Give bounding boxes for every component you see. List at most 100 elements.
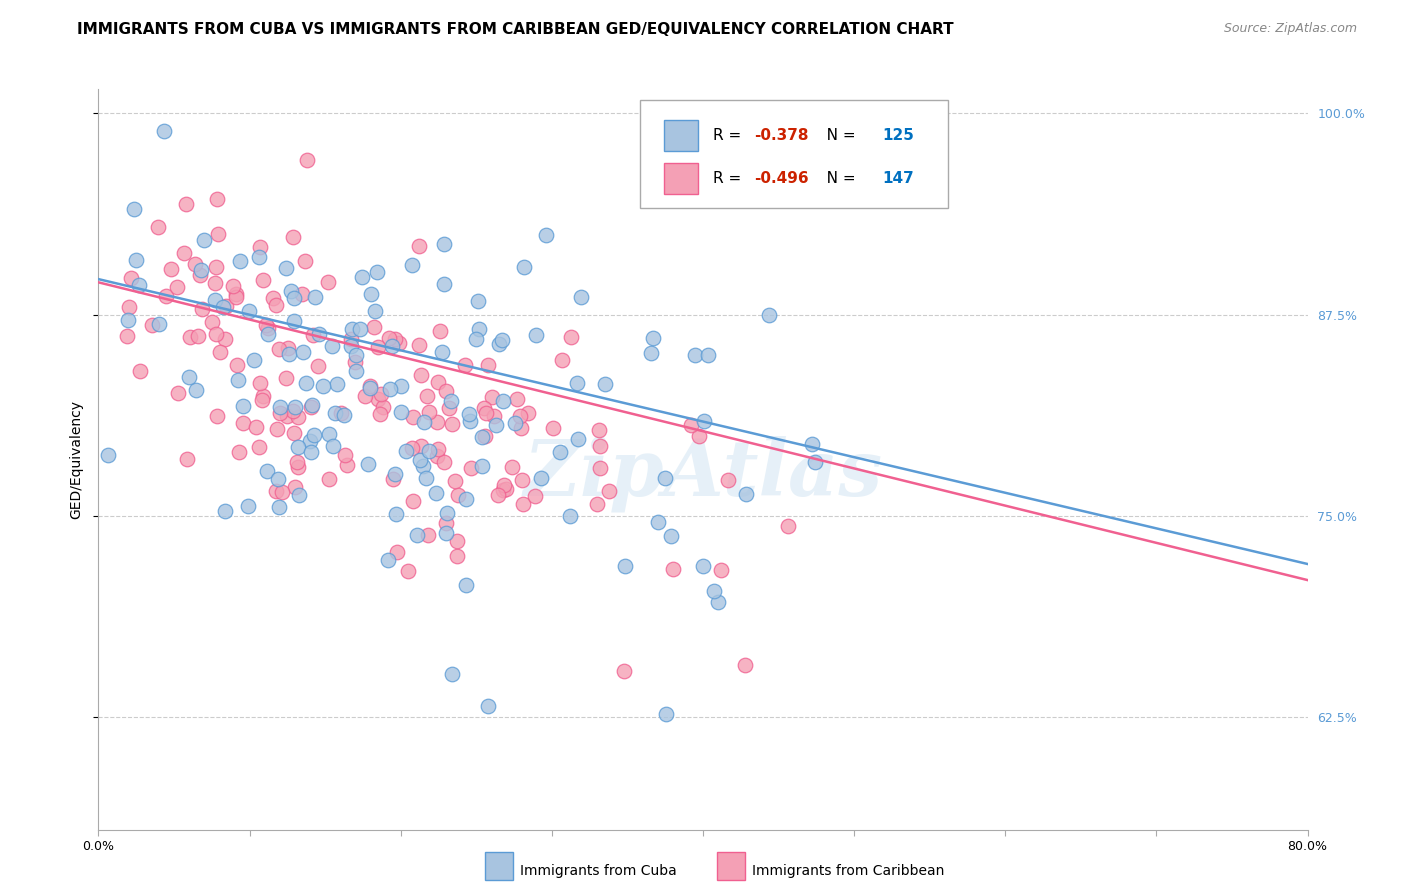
Point: [447, 488, 470, 502]
Point: [484, 409, 506, 424]
Point: [343, 355, 366, 369]
Point: [269, 406, 291, 420]
Point: [298, 434, 321, 448]
Point: [316, 275, 339, 289]
Point: [641, 331, 664, 345]
Point: [717, 473, 740, 487]
Point: [125, 253, 148, 268]
Point: [294, 253, 316, 268]
Point: [283, 425, 305, 440]
Point: [232, 399, 254, 413]
Point: [373, 400, 395, 414]
Point: [257, 321, 280, 335]
Point: [541, 421, 564, 435]
Point: [477, 699, 499, 714]
Point: [349, 321, 371, 335]
Point: [357, 457, 380, 471]
Point: [129, 364, 152, 378]
Point: [252, 273, 274, 287]
Point: [122, 202, 145, 216]
Point: [384, 332, 406, 346]
Point: [176, 452, 198, 467]
Point: [201, 315, 224, 329]
Point: [333, 408, 356, 422]
Point: [389, 379, 412, 393]
Point: [433, 236, 456, 251]
Point: [274, 371, 297, 385]
Point: [530, 471, 553, 485]
Point: [408, 239, 430, 253]
Point: [408, 337, 430, 351]
Point: [297, 153, 319, 167]
Point: [262, 291, 284, 305]
Point: [434, 516, 457, 530]
Point: [222, 279, 245, 293]
Point: [211, 300, 233, 314]
Point: [402, 410, 425, 425]
Point: [436, 507, 458, 521]
Point: [446, 533, 468, 548]
Point: [291, 287, 314, 301]
Point: [567, 432, 589, 446]
Point: [471, 430, 494, 444]
Point: [454, 358, 477, 372]
Point: [416, 388, 439, 402]
Point: [418, 404, 440, 418]
Point: [491, 333, 513, 347]
Text: N =: N =: [811, 128, 860, 144]
Point: [460, 461, 482, 475]
Point: [486, 488, 509, 502]
Point: [409, 439, 432, 453]
Point: [160, 262, 183, 277]
Point: [214, 504, 236, 518]
Point: [513, 260, 536, 274]
Point: [321, 339, 343, 353]
Point: [368, 407, 391, 421]
Point: [252, 389, 274, 403]
Point: [193, 233, 215, 247]
Point: [344, 348, 367, 362]
Point: [598, 483, 620, 498]
Point: [492, 478, 515, 492]
Point: [778, 519, 800, 533]
Point: [441, 666, 464, 681]
Point: [506, 392, 529, 406]
Point: [464, 332, 486, 346]
Point: [276, 260, 298, 275]
Point: [409, 368, 432, 382]
Point: [377, 552, 399, 566]
Point: [318, 472, 340, 486]
Point: [266, 422, 288, 436]
Point: [495, 482, 517, 496]
Point: [679, 418, 702, 433]
Point: [734, 657, 756, 672]
Point: [589, 460, 612, 475]
Point: [402, 494, 425, 508]
Point: [382, 472, 405, 486]
Point: [184, 257, 207, 271]
Point: [415, 471, 437, 485]
Point: [359, 378, 381, 392]
Point: [426, 375, 449, 389]
Point: [302, 328, 325, 343]
Point: [654, 471, 676, 485]
Point: [387, 336, 409, 351]
Point: [360, 287, 382, 301]
Point: [735, 486, 758, 500]
Point: [267, 472, 290, 486]
Point: [283, 314, 305, 328]
Point: [247, 440, 270, 454]
Point: [593, 377, 616, 392]
Point: [640, 345, 662, 359]
Point: [446, 549, 468, 563]
Point: [661, 562, 683, 576]
Point: [510, 473, 533, 487]
Point: [281, 404, 304, 418]
Point: [191, 301, 214, 316]
Point: [454, 491, 477, 506]
Point: [287, 460, 309, 475]
Y-axis label: GED/Equivalency: GED/Equivalency: [69, 400, 83, 519]
Point: [588, 423, 610, 437]
Point: [363, 320, 385, 334]
Point: [340, 322, 363, 336]
